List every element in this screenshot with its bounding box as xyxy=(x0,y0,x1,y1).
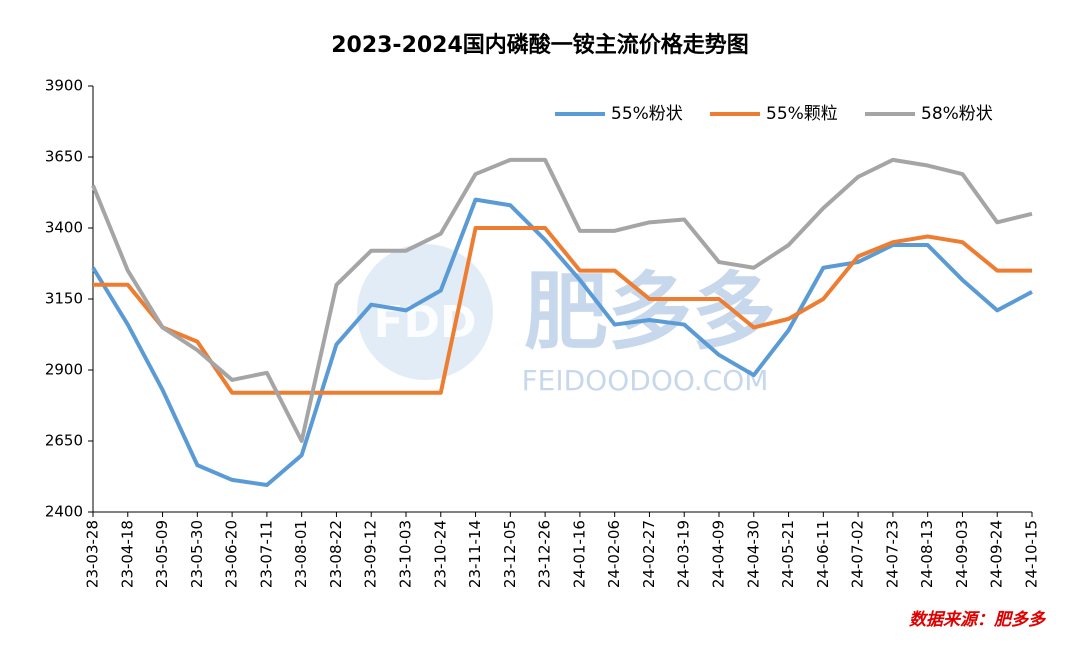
x-tick-label: 23-05-30 xyxy=(188,520,206,588)
x-tick-label: 23-09-12 xyxy=(362,520,380,588)
x-tick-label: 24-01-16 xyxy=(570,520,588,588)
legend-label: 58%粉状 xyxy=(921,104,993,124)
y-tick-label: 2900 xyxy=(45,361,83,379)
x-tick-label: 23-07-11 xyxy=(257,520,275,588)
x-tick-label: 23-10-24 xyxy=(431,520,449,588)
x-tick-label: 24-04-09 xyxy=(710,520,728,588)
source-note: 数据来源：肥多多 xyxy=(909,610,1047,630)
x-tick-label: 23-08-22 xyxy=(327,520,345,588)
y-tick-label: 2650 xyxy=(45,432,83,450)
x-tick-label: 24-06-11 xyxy=(814,520,832,588)
x-tick-label: 23-12-26 xyxy=(536,520,554,588)
legend-label: 55%粉状 xyxy=(611,104,683,124)
legend-label: 55%颗粒 xyxy=(766,104,838,124)
watermark-name: 肥多多 xyxy=(524,263,776,361)
y-tick-label: 3900 xyxy=(45,77,83,95)
x-tick-label: 24-09-03 xyxy=(953,520,971,588)
watermark: FDD 肥多多 FEIDOODOO.COM xyxy=(357,244,776,397)
x-tick-label: 23-08-01 xyxy=(292,520,310,588)
watermark-logo-circle xyxy=(357,244,493,380)
y-tick-label: 3150 xyxy=(45,290,83,308)
x-tick-label: 23-03-28 xyxy=(84,520,102,588)
x-tick-label: 24-07-23 xyxy=(883,520,901,588)
chart-title: 2023-2024国内磷酸一铵主流价格走势图 xyxy=(331,32,749,58)
x-tick-label: 23-11-14 xyxy=(466,520,484,588)
x-tick-label: 24-10-15 xyxy=(1023,520,1041,588)
x-tick-label: 23-10-03 xyxy=(397,520,415,588)
x-tick-label: 24-02-27 xyxy=(640,520,658,588)
x-tick-label: 24-02-06 xyxy=(605,520,623,588)
x-tick-label: 24-07-02 xyxy=(849,520,867,588)
x-tick-label: 24-04-30 xyxy=(744,520,762,588)
x-tick-label: 23-06-20 xyxy=(223,520,241,588)
x-tick-label: 23-05-09 xyxy=(153,520,171,588)
y-tick-label: 3400 xyxy=(45,219,83,237)
x-tick-label: 24-03-19 xyxy=(675,520,693,588)
x-tick-label: 24-08-13 xyxy=(918,520,936,588)
series-line xyxy=(91,157,1033,443)
x-tick-label: 23-12-05 xyxy=(501,520,519,588)
x-tick-label: 24-05-21 xyxy=(779,520,797,588)
y-tick-label: 2400 xyxy=(45,503,83,521)
x-tick-label: 23-04-18 xyxy=(118,520,136,588)
watermark-url: FEIDOODOO.COM xyxy=(522,364,769,397)
y-tick-label: 3650 xyxy=(45,148,83,166)
series-line xyxy=(91,197,1033,488)
x-tick-label: 24-09-24 xyxy=(988,520,1006,588)
series-line xyxy=(93,226,1032,395)
